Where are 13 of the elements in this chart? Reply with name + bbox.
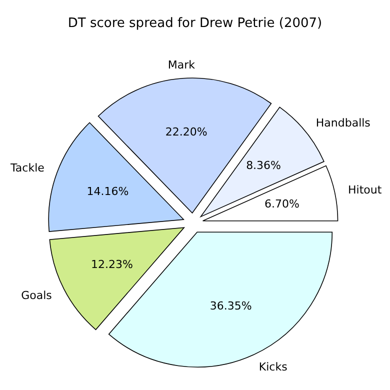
data-label: 14.16% [86, 184, 129, 198]
slice-label: Goals [21, 288, 52, 302]
slice-label: Handballs [316, 116, 371, 130]
chart-title: DT score spread for Drew Petrie (2007) [66, 16, 324, 31]
slice-label: Hitout [348, 183, 382, 196]
data-label: 12.23% [91, 258, 133, 271]
slice-label: Kicks [258, 360, 288, 374]
slice-label: Mark [168, 58, 196, 72]
data-label: 22.20% [165, 126, 208, 139]
slice-label: Tackle [10, 161, 45, 174]
data-label: 6.70% [264, 197, 300, 210]
data-label: 36.35% [210, 299, 252, 312]
data-label: 8.36% [246, 159, 282, 172]
